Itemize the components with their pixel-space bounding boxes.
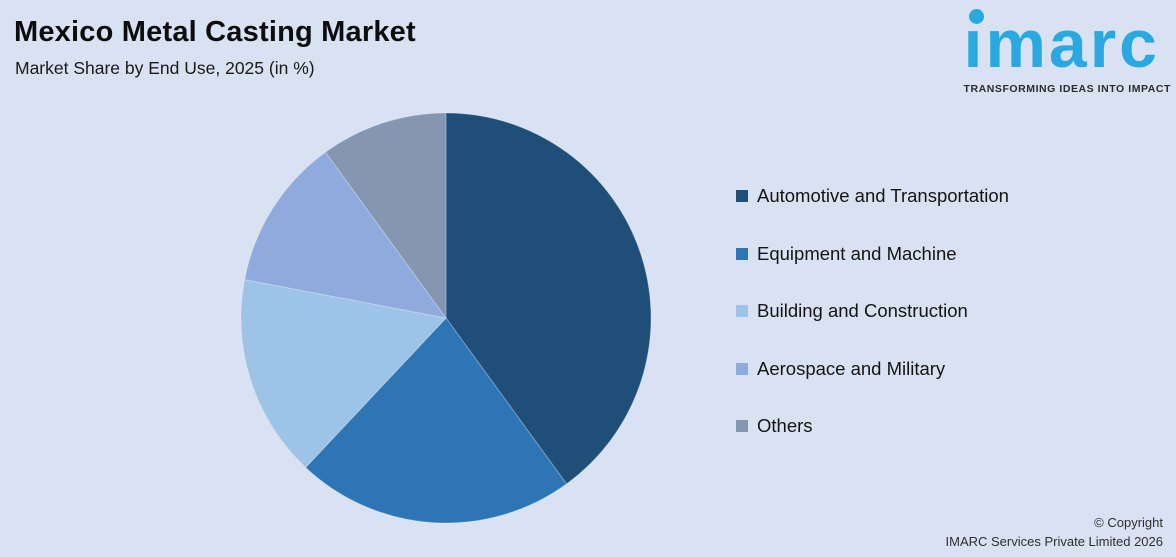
legend-label: Aerospace and Military — [757, 357, 946, 379]
legend-label: Others — [757, 415, 813, 436]
page-title: Mexico Metal Casting Market — [14, 16, 416, 48]
copyright-line1: © Copyright — [1094, 515, 1163, 531]
legend-item: Building and Construction — [736, 299, 1009, 323]
legend-item: Aerospace and Military — [736, 357, 1009, 381]
imarc-wordmark: ımarc — [964, 6, 1171, 82]
copyright-notice: © Copyright IMARC Services Private Limit… — [946, 514, 1163, 551]
copyright-line2: IMARC Services Private Limited 2026 — [945, 533, 1163, 549]
legend-label: Building and Construction — [757, 300, 968, 321]
pie-chart — [240, 112, 652, 524]
imarc-logo: ımarc TRANSFORMING IDEAS INTO IMPACT — [964, 6, 1171, 95]
legend-label: Automotive and Transportation — [757, 185, 1009, 206]
legend-item: Automotive and Transportation — [736, 184, 1009, 208]
chart-legend: Automotive and Transportation Equipment … — [736, 184, 1009, 472]
legend-swatch — [736, 305, 748, 317]
imarc-wordmark-text: ımarc — [963, 6, 1161, 82]
legend-label: Equipment and Machine — [757, 242, 957, 264]
pie-slice-2 — [240, 279, 447, 469]
legend-swatch — [736, 247, 748, 260]
imarc-logo-i-dot-icon — [968, 9, 984, 24]
legend-item: Others — [736, 414, 1009, 438]
legend-swatch — [736, 420, 748, 432]
pie-slice-0 — [445, 112, 652, 485]
legend-swatch — [736, 362, 748, 375]
page-subtitle: Market Share by End Use, 2025 (in %) — [15, 58, 315, 78]
pie-chart-area — [240, 112, 652, 524]
imarc-tagline: TRANSFORMING IDEAS INTO IMPACT — [963, 83, 1171, 95]
legend-swatch — [736, 190, 748, 202]
legend-item: Equipment and Machine — [736, 242, 1009, 266]
pie-slice-4 — [324, 112, 447, 320]
pie-slice-1 — [304, 317, 568, 524]
pie-slice-3 — [244, 151, 448, 319]
